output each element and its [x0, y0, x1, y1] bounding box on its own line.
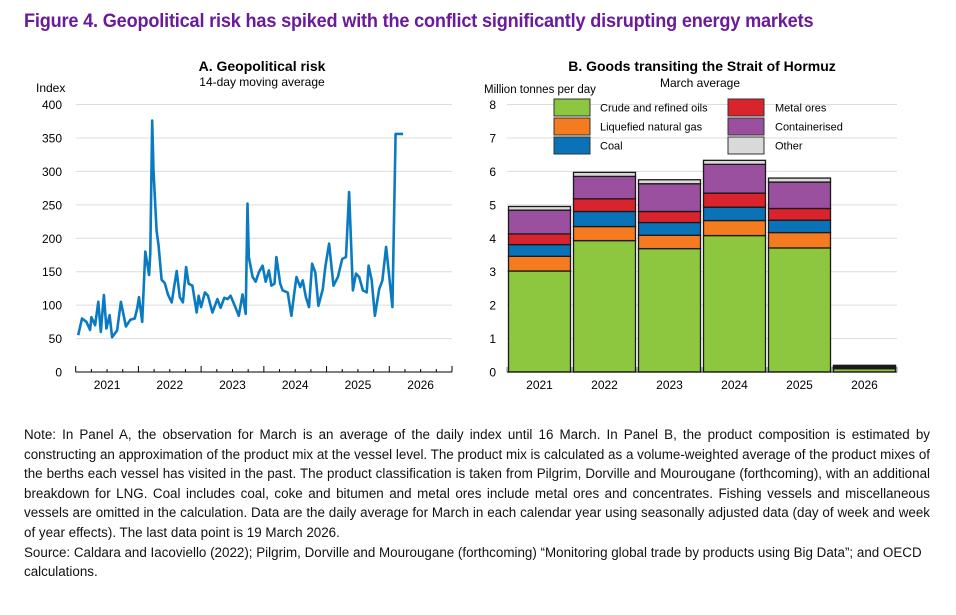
panel-b-xtick-label: 2024 — [721, 378, 748, 392]
panel-b-ytick-label: 7 — [489, 131, 496, 145]
bar-segment-liquefied-natural-gas-2021 — [507, 255, 572, 272]
panel-b-xtick-label: 2025 — [786, 378, 813, 392]
bar-segment-containerised-2021 — [507, 209, 572, 235]
panel-a-title: A. Geopolitical risk — [199, 58, 326, 74]
panel-b-ytick-label: 2 — [489, 299, 496, 313]
panel-a-xtick-label: 2026 — [407, 378, 434, 392]
panel-a-xtick-label: 2025 — [345, 378, 372, 392]
legend-swatch — [553, 98, 591, 117]
panel-b-ytick-label: 8 — [489, 98, 496, 112]
panel-b-xtick-label: 2026 — [851, 378, 878, 392]
panel-a-ylabel: Index — [36, 81, 65, 95]
bar-segment-containerised-2025 — [767, 181, 832, 210]
panel-a-xtick-label: 2024 — [282, 378, 309, 392]
legend-label: Liquefied natural gas — [600, 122, 703, 134]
legend-item-metal-ores: Metal ores — [727, 98, 827, 117]
panel-a-xtick-label: 2021 — [94, 378, 121, 392]
panel-a-ytick-label: 0 — [55, 366, 62, 380]
bar-segment-liquefied-natural-gas-2023 — [637, 234, 702, 250]
bar-segment-metal-ores-2021 — [507, 233, 572, 246]
panel-a-xtick-label: 2022 — [156, 378, 183, 392]
legend-item-other: Other — [727, 136, 803, 155]
figure-note-block: Note: In Panel A, the observation for Ma… — [24, 425, 930, 582]
figure-note: Note: In Panel A, the observation for Ma… — [24, 427, 930, 540]
bar-segment-crude-and-refined-oils-2024 — [702, 234, 767, 373]
panel-b-xtick-label: 2022 — [591, 378, 618, 392]
bar-segment-coal-2025 — [767, 219, 832, 234]
legend-item-coal: Coal — [553, 136, 623, 155]
legend-label: Crude and refined oils — [600, 103, 708, 115]
bar-segment-coal-2022 — [572, 210, 637, 228]
bar-segment-metal-ores-2023 — [637, 210, 702, 224]
panel-a-series-line — [76, 119, 404, 339]
bar-segment-other-2025 — [767, 177, 832, 183]
bar-segment-metal-ores-2025 — [767, 207, 832, 221]
bar-segment-liquefied-natural-gas-2022 — [572, 225, 637, 242]
bar-segment-other-2022 — [572, 171, 637, 178]
bar-segment-coal-2023 — [637, 221, 702, 236]
legend-swatch — [727, 98, 765, 117]
panel-a-ytick-label: 350 — [42, 131, 62, 145]
legend-label: Containerised — [775, 122, 843, 134]
bar-segment-liquefied-natural-gas-2025 — [767, 231, 832, 249]
legend-item-crude-and-refined-oils: Crude and refined oils — [553, 98, 708, 117]
bar-segment-containerised-2024 — [702, 163, 767, 194]
bar-segment-other-2021 — [507, 205, 572, 211]
legend-swatch — [553, 117, 591, 136]
legend-swatch — [727, 136, 765, 155]
bar-segment-containerised-2023 — [637, 183, 702, 213]
legend-label: Coal — [600, 141, 623, 153]
panel-a-ytick-label: 100 — [42, 299, 62, 313]
panel-b-subtitle: March average — [660, 76, 740, 90]
panel-b-ytick-label: 5 — [489, 198, 496, 212]
bar-segment-crude-and-refined-oils-2022 — [572, 239, 637, 373]
panel-b-title: B. Goods transiting the Strait of Hormuz — [568, 58, 836, 74]
figure-title: Figure 4. Geopolitical risk has spiked w… — [24, 10, 814, 32]
bar-segment-containerised-2022 — [572, 175, 637, 200]
legend-item-containerised: Containerised — [727, 117, 843, 136]
bar-segment-metal-ores-2022 — [572, 198, 637, 213]
panel-a-line-chart: A. Geopolitical risk 14-day moving avera… — [36, 58, 453, 392]
panel-b-xtick-label: 2021 — [526, 378, 553, 392]
bar-segment-liquefied-natural-gas-2024 — [702, 219, 767, 237]
legend-item-liquefied-natural-gas: Liquefied natural gas — [553, 117, 703, 136]
panel-b-ytick-label: 1 — [489, 332, 496, 346]
legend-swatch — [553, 136, 591, 155]
panel-b-ytick-label: 3 — [489, 265, 496, 279]
panel-b-ytick-label: 6 — [489, 165, 496, 179]
bar-segment-other-2024 — [702, 159, 767, 166]
panel-a-ytick-label: 250 — [42, 198, 62, 212]
panel-a-ytick-label: 50 — [49, 332, 63, 346]
bar-segment-crude-and-refined-oils-2021 — [507, 270, 572, 373]
bar-segment-crude-and-refined-oils-2023 — [637, 247, 702, 373]
panel-b-ytick-label: 0 — [489, 366, 496, 380]
panel-a-subtitle: 14-day moving average — [199, 75, 325, 89]
panel-a-ytick-label: 150 — [42, 265, 62, 279]
panel-a-xtick-label: 2023 — [219, 378, 246, 392]
panel-b-ytick-label: 4 — [489, 232, 496, 246]
bar-segment-other-2023 — [637, 179, 702, 185]
legend-label: Metal ores — [775, 103, 827, 115]
legend-label: Other — [775, 141, 803, 153]
panel-a-ytick-label: 300 — [42, 165, 62, 179]
bar-segment-coal-2021 — [507, 243, 572, 257]
panel-b-ylabel: Million tonnes per day — [484, 84, 596, 96]
bar-segment-other-2026 — [832, 364, 897, 367]
bar-segment-crude-and-refined-oils-2025 — [767, 247, 832, 373]
panel-a-ytick-label: 200 — [42, 232, 62, 246]
bar-segment-metal-ores-2024 — [702, 192, 767, 208]
bar-segment-coal-2024 — [702, 206, 767, 222]
panel-b-stacked-bar-chart: B. Goods transiting the Strait of Hormuz… — [484, 58, 898, 392]
panel-b-xtick-label: 2023 — [656, 378, 683, 392]
figure-source: Source: Caldara and Iacoviello (2022); P… — [24, 544, 922, 580]
panel-a-ytick-label: 400 — [42, 98, 62, 112]
legend-swatch — [727, 117, 765, 136]
